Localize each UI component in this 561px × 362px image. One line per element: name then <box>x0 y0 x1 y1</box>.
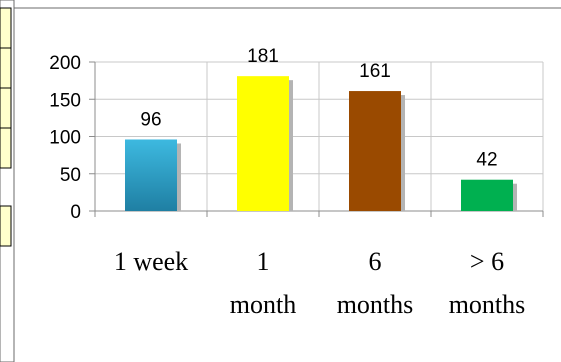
y-tick-label: 150 <box>49 90 81 111</box>
data-label: 181 <box>247 46 279 67</box>
data-labels: 96 181 161 42 <box>140 46 497 171</box>
data-label: 161 <box>359 61 391 82</box>
side-cell-1 <box>0 7 12 49</box>
y-tick-label: 100 <box>49 128 81 149</box>
bar <box>349 91 401 211</box>
y-tick-label: 50 <box>60 165 81 186</box>
y-tick-label: 0 <box>70 202 81 223</box>
x-tick-label: 1 week <box>114 247 188 276</box>
y-tick-label: 200 <box>49 53 81 74</box>
side-cell-5 <box>0 205 12 247</box>
bar <box>125 139 177 211</box>
x-tick-label: > 6 months <box>449 247 526 319</box>
data-label: 96 <box>140 109 161 130</box>
x-tick-labels: 1 week 1 month 6 months > 6 months <box>114 247 525 319</box>
bars <box>125 76 517 211</box>
x-tick-label: 6 months <box>337 247 414 319</box>
side-cell-3 <box>0 87 12 129</box>
data-label: 42 <box>476 150 497 171</box>
bar <box>237 76 289 211</box>
y-tick-labels: 0 50 100 150 200 <box>49 53 81 223</box>
bar <box>461 179 513 211</box>
side-cell-2 <box>0 47 12 89</box>
x-tick-label: 1 month <box>230 247 296 319</box>
side-cell-4 <box>0 127 12 169</box>
